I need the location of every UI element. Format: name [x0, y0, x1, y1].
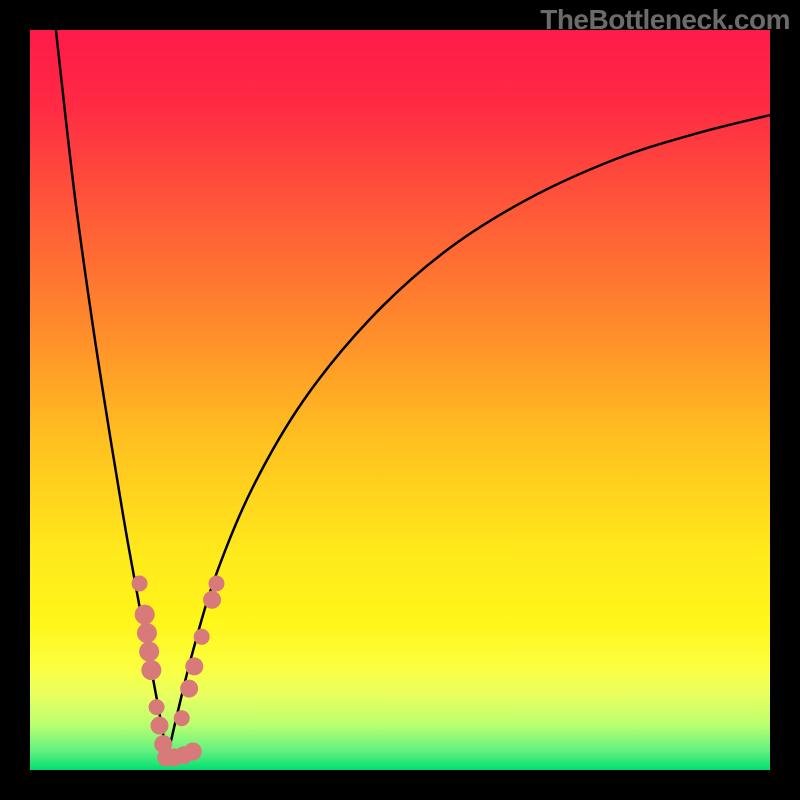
- data-marker: [194, 629, 210, 645]
- data-marker: [141, 660, 161, 680]
- data-marker: [184, 743, 202, 761]
- chart-plot-area: [30, 30, 770, 770]
- data-marker: [174, 710, 190, 726]
- data-marker: [132, 576, 148, 592]
- data-marker: [151, 717, 169, 735]
- data-marker: [137, 623, 157, 643]
- data-marker: [203, 591, 221, 609]
- data-marker: [185, 657, 203, 675]
- data-marker: [135, 605, 155, 625]
- chart-svg: [30, 30, 770, 770]
- data-marker: [149, 699, 165, 715]
- data-marker: [139, 642, 159, 662]
- data-marker: [208, 576, 224, 592]
- data-marker: [180, 680, 198, 698]
- chart-background: [30, 30, 770, 770]
